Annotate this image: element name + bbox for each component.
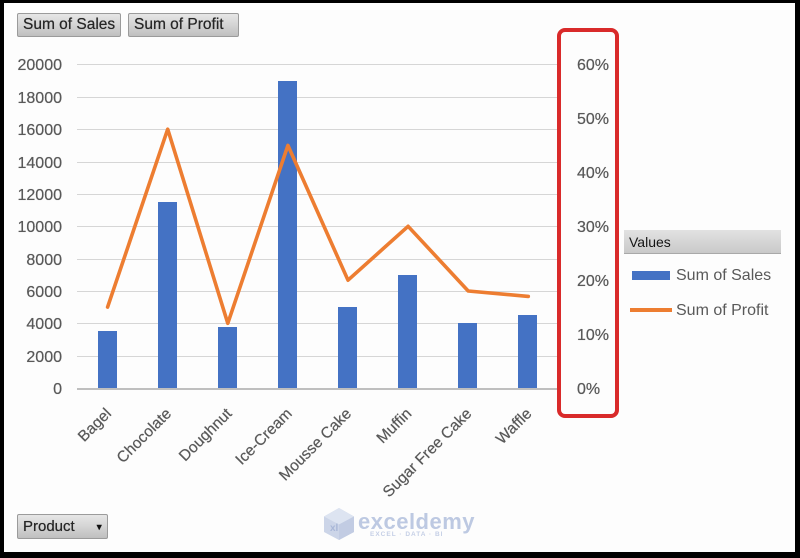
svg-text:xl: xl <box>330 523 339 534</box>
